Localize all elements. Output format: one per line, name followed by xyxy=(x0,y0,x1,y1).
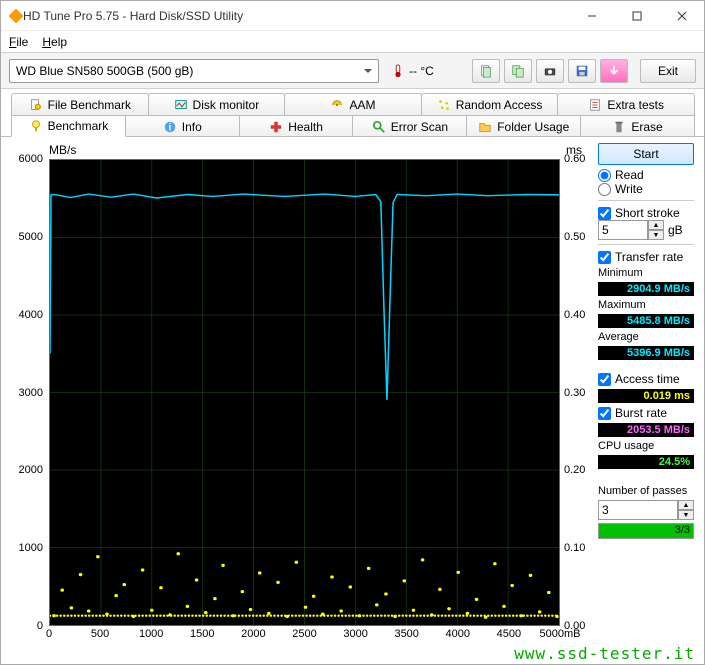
average-label: Average xyxy=(598,331,694,343)
window-title: HD Tune Pro 5.75 - Hard Disk/SSD Utility xyxy=(23,9,569,23)
titlebar: HD Tune Pro 5.75 - Hard Disk/SSD Utility xyxy=(1,1,704,31)
menubar: File Help xyxy=(1,31,704,53)
minimum-value: 2904.9 MB/s xyxy=(598,282,694,296)
tab-disk-monitor[interactable]: Disk monitor xyxy=(148,93,286,115)
tab-folder-usage[interactable]: Folder Usage xyxy=(466,115,581,137)
aam-icon xyxy=(330,98,344,112)
passes-progress: 3/3 xyxy=(598,523,694,539)
erase-icon xyxy=(612,120,626,134)
average-value: 5396.9 MB/s xyxy=(598,346,694,360)
svg-text:i: i xyxy=(168,121,171,133)
screenshot-button[interactable] xyxy=(536,59,564,83)
folder-usage-icon xyxy=(478,120,492,134)
menu-help[interactable]: Help xyxy=(42,35,67,49)
maximum-value: 5485.8 MB/s xyxy=(598,314,694,328)
chart-area: MB/s ms 0100020003000400050006000 0.000.… xyxy=(11,143,590,654)
extra-tests-icon xyxy=(588,98,602,112)
minimum-label: Minimum xyxy=(598,267,694,279)
floppy-icon xyxy=(575,64,589,78)
tab-health[interactable]: Health xyxy=(239,115,354,137)
access-time-check[interactable]: Access time xyxy=(598,372,694,386)
short-stroke-input[interactable]: ▲▼ xyxy=(598,220,664,240)
write-radio[interactable]: Write xyxy=(598,182,694,196)
benchmark-icon xyxy=(29,119,43,133)
file-benchmark-icon xyxy=(29,98,43,112)
access-value: 0.019 ms xyxy=(598,389,694,403)
y-left-unit: MB/s xyxy=(49,143,76,157)
copy-info-button[interactable] xyxy=(472,59,500,83)
toolbar: WD Blue SN580 500GB (500 gB) -- °C Exit xyxy=(1,53,704,89)
y-axis-left: 0100020003000400050006000 xyxy=(11,159,47,626)
app-window: HD Tune Pro 5.75 - Hard Disk/SSD Utility… xyxy=(0,0,705,665)
burst-rate-check[interactable]: Burst rate xyxy=(598,406,694,420)
tab-info[interactable]: iInfo xyxy=(125,115,240,137)
random-access-icon xyxy=(437,98,451,112)
y-axis-right: 0.000.100.200.300.400.500.60 xyxy=(562,159,590,626)
content-area: MB/s ms 0100020003000400050006000 0.000.… xyxy=(1,136,704,664)
save-button[interactable] xyxy=(568,59,596,83)
minimize-button[interactable] xyxy=(569,1,614,31)
tab-random-access[interactable]: Random Access xyxy=(421,93,559,115)
passes-input[interactable]: ▲▼ xyxy=(598,500,694,520)
options-button[interactable] xyxy=(600,59,628,83)
temp-value: -- °C xyxy=(409,64,434,78)
camera-icon xyxy=(543,64,557,78)
tab-erase[interactable]: Erase xyxy=(580,115,695,137)
passes-label: Number of passes xyxy=(598,485,694,497)
download-icon xyxy=(607,64,621,78)
transfer-rate-check[interactable]: Transfer rate xyxy=(598,250,694,264)
tab-aam[interactable]: AAM xyxy=(284,93,422,115)
tab-container: File BenchmarkDisk monitorAAMRandom Acce… xyxy=(1,89,704,137)
cpu-label: CPU usage xyxy=(598,440,694,452)
thermometer-icon xyxy=(391,64,405,78)
copy-screenshot-button[interactable] xyxy=(504,59,532,83)
health-icon xyxy=(269,120,283,134)
side-panel: Start Read Write Short stroke ▲▼ gB Tran… xyxy=(598,143,694,654)
cpu-value: 24.5% xyxy=(598,455,694,469)
tab-error-scan[interactable]: Error Scan xyxy=(352,115,467,137)
app-icon xyxy=(9,9,23,23)
disk-monitor-icon xyxy=(174,98,188,112)
info-icon: i xyxy=(163,120,177,134)
tab-file-benchmark[interactable]: File Benchmark xyxy=(11,93,149,115)
short-stroke-check[interactable]: Short stroke xyxy=(598,206,694,220)
exit-button[interactable]: Exit xyxy=(640,59,696,83)
tab-benchmark[interactable]: Benchmark xyxy=(11,115,126,137)
read-radio[interactable]: Read xyxy=(598,168,694,182)
drive-label: WD Blue SN580 500GB (500 gB) xyxy=(16,64,193,78)
burst-value: 2053.5 MB/s xyxy=(598,423,694,437)
benchmark-chart xyxy=(49,159,560,626)
x-axis: 0500100015002000250030003500400045005000… xyxy=(49,628,560,644)
start-button[interactable]: Start xyxy=(598,143,694,165)
temperature: -- °C xyxy=(391,64,434,78)
drive-select[interactable]: WD Blue SN580 500GB (500 gB) xyxy=(9,59,379,83)
maximize-button[interactable] xyxy=(614,1,659,31)
tab-extra-tests[interactable]: Extra tests xyxy=(557,93,695,115)
error-scan-icon xyxy=(372,120,386,134)
maximum-label: Maximum xyxy=(598,299,694,311)
close-button[interactable] xyxy=(659,1,704,31)
watermark: www.ssd-tester.it xyxy=(514,644,695,663)
menu-file[interactable]: File xyxy=(9,35,28,49)
